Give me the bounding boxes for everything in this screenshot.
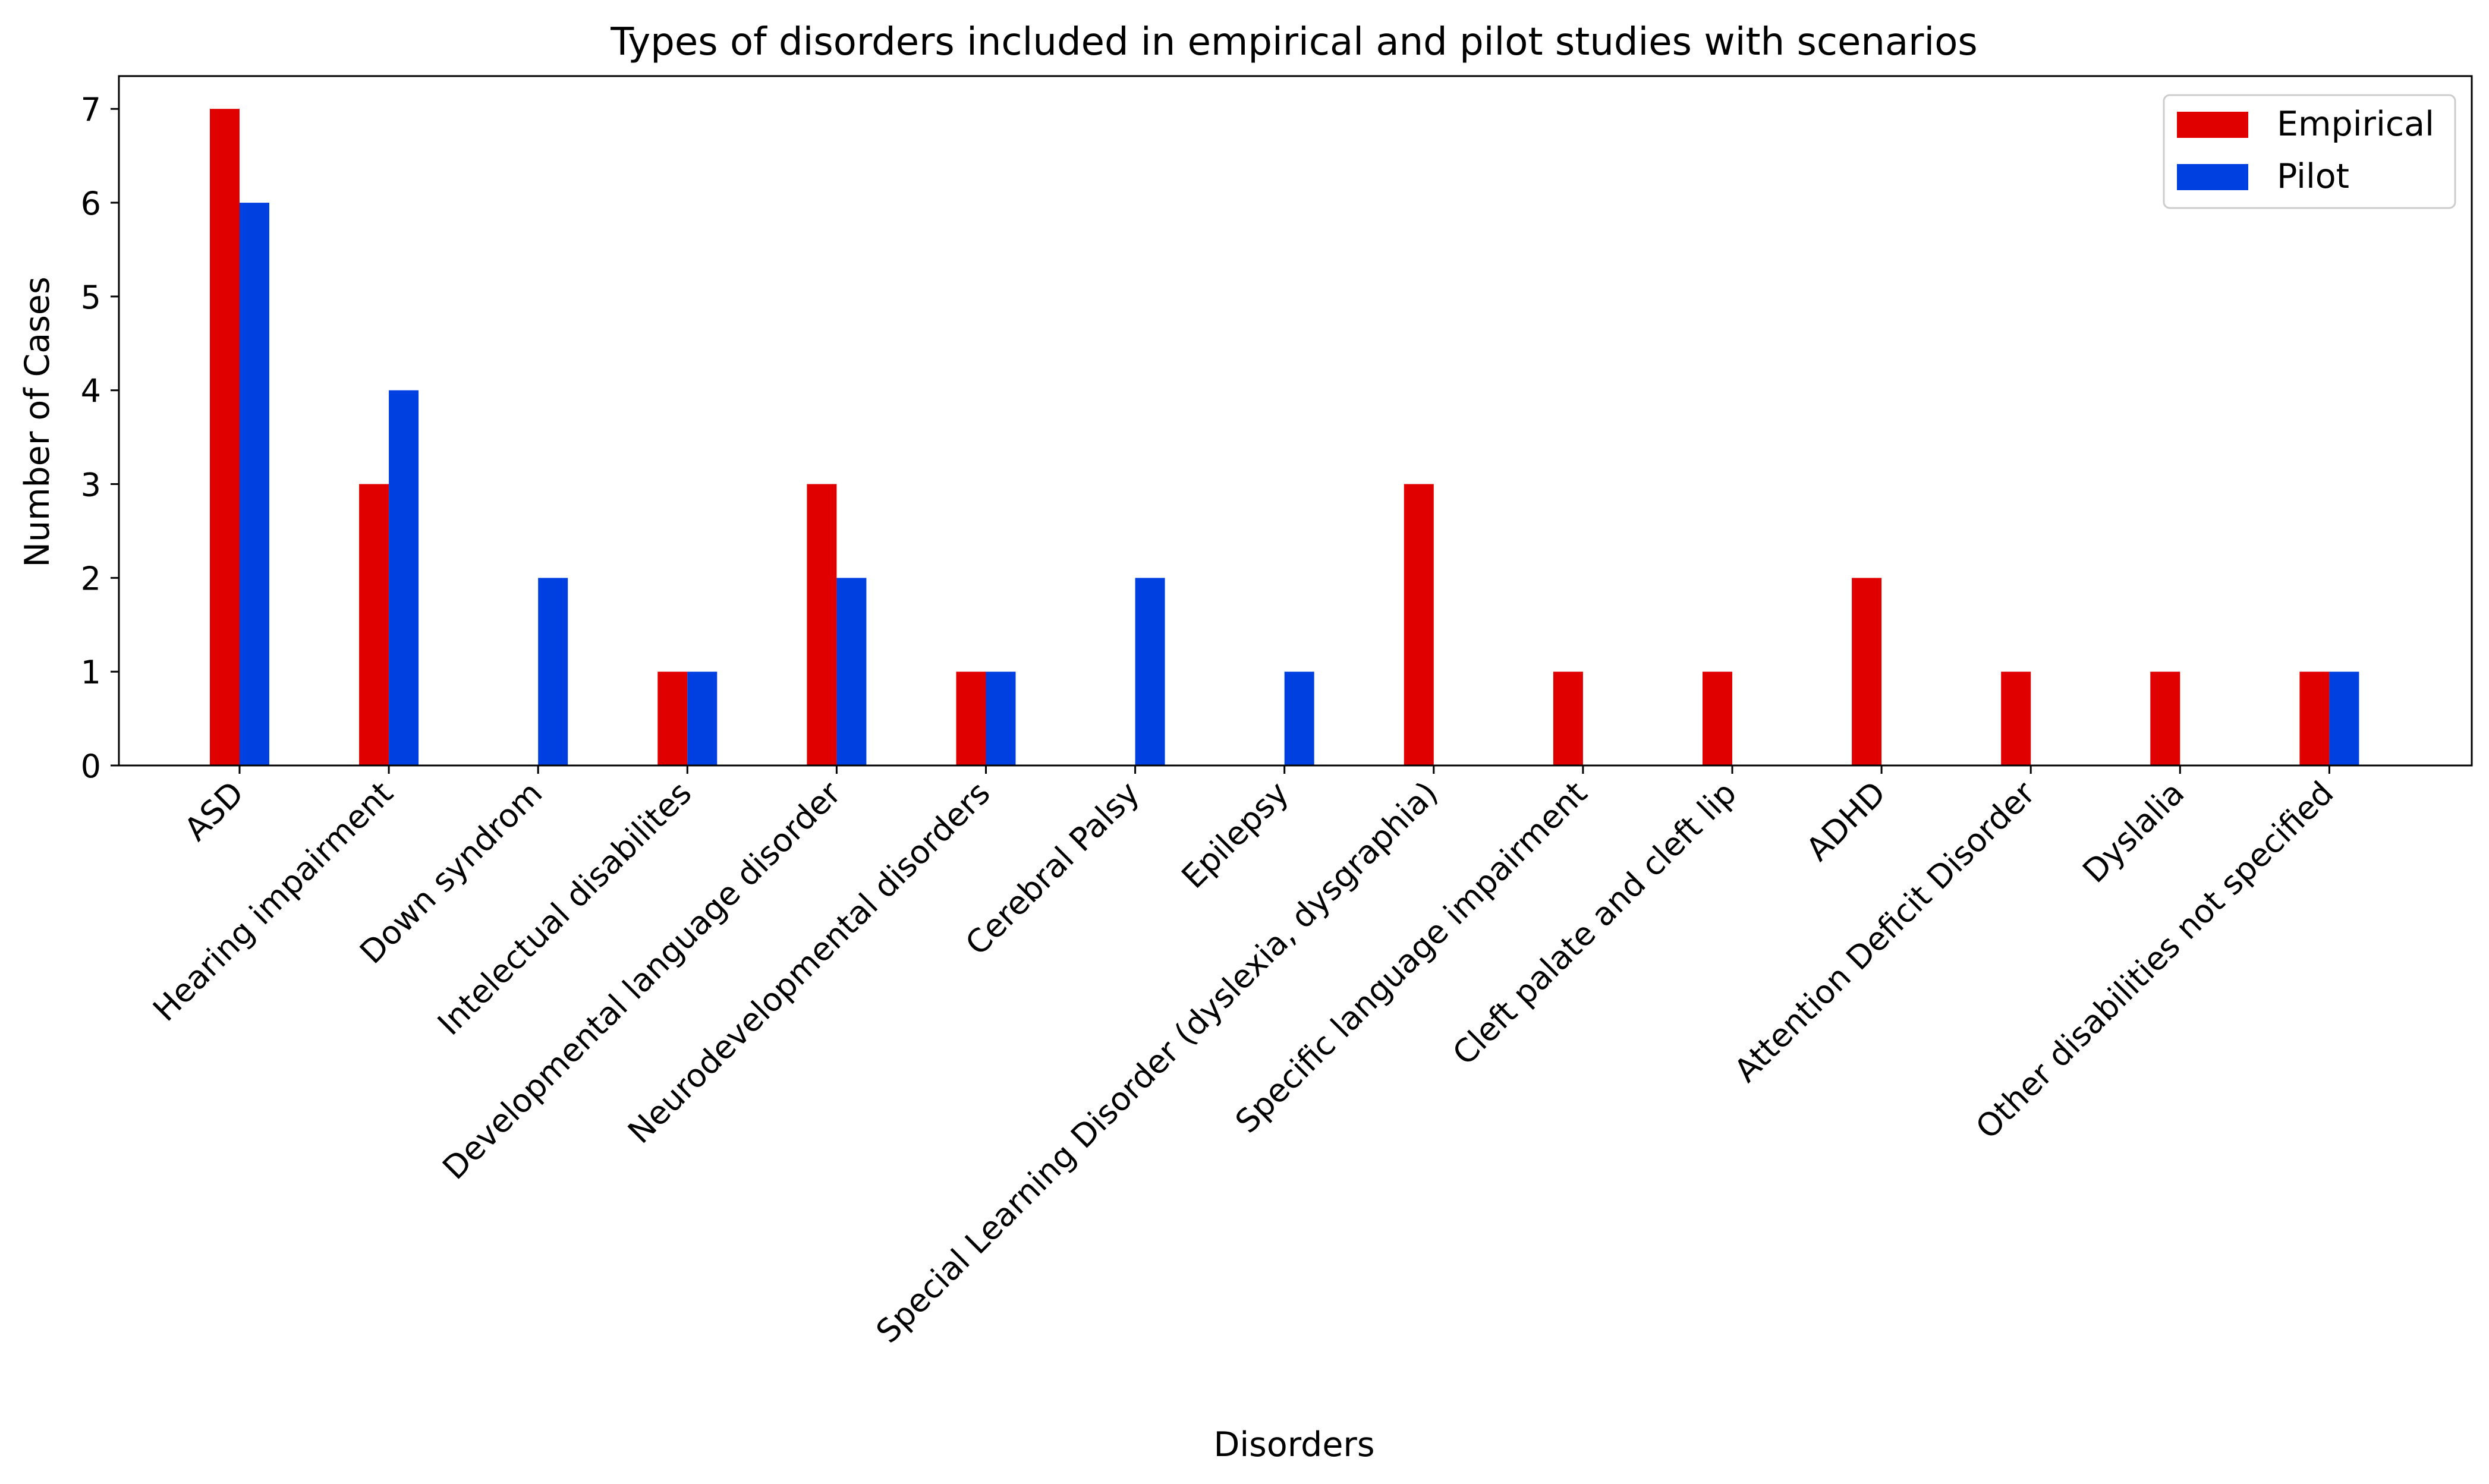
- bar-empirical: [1703, 672, 1732, 765]
- bar-empirical: [2150, 672, 2180, 765]
- y-tick-label: 2: [81, 560, 101, 597]
- bar-pilot: [986, 672, 1016, 765]
- bar-empirical: [2299, 672, 2330, 765]
- y-tick-label: 6: [81, 185, 101, 222]
- bar-empirical: [657, 672, 688, 765]
- bar-pilot: [240, 203, 269, 766]
- plot-frame: [118, 75, 2473, 767]
- bar-empirical: [1404, 484, 1434, 765]
- legend-swatch-pilot: [2177, 164, 2248, 190]
- y-tick-label: 3: [81, 467, 101, 504]
- y-tick-label: 7: [81, 91, 101, 128]
- bar-pilot: [538, 578, 568, 765]
- legend-swatch-empirical: [2177, 112, 2248, 138]
- legend: Empirical Pilot: [2163, 94, 2456, 209]
- y-tick-label: 1: [81, 654, 101, 691]
- legend-label-pilot: Pilot: [2277, 157, 2349, 196]
- bar-empirical: [1852, 578, 1882, 765]
- y-axis-label: Number of Cases: [18, 276, 57, 567]
- bar-pilot: [389, 390, 419, 765]
- bar-empirical: [807, 484, 837, 765]
- bar-empirical: [359, 484, 389, 765]
- bar-pilot: [1135, 578, 1165, 765]
- bar-empirical: [2001, 672, 2031, 765]
- bar-pilot: [836, 578, 867, 765]
- chart-title: Types of disorders included in empirical…: [610, 20, 1978, 64]
- bar-pilot: [2329, 672, 2359, 765]
- bar-empirical: [956, 672, 986, 765]
- y-tick-label: 4: [81, 373, 101, 410]
- bar-empirical: [210, 109, 240, 766]
- legend-label-empirical: Empirical: [2277, 105, 2434, 144]
- y-tick-label: 5: [81, 279, 101, 316]
- bar-empirical: [1553, 672, 1583, 765]
- bar-pilot: [687, 672, 718, 765]
- y-tick-label: 0: [81, 748, 101, 785]
- x-axis-label: Disorders: [1213, 1425, 1374, 1464]
- bar-pilot: [1284, 672, 1314, 765]
